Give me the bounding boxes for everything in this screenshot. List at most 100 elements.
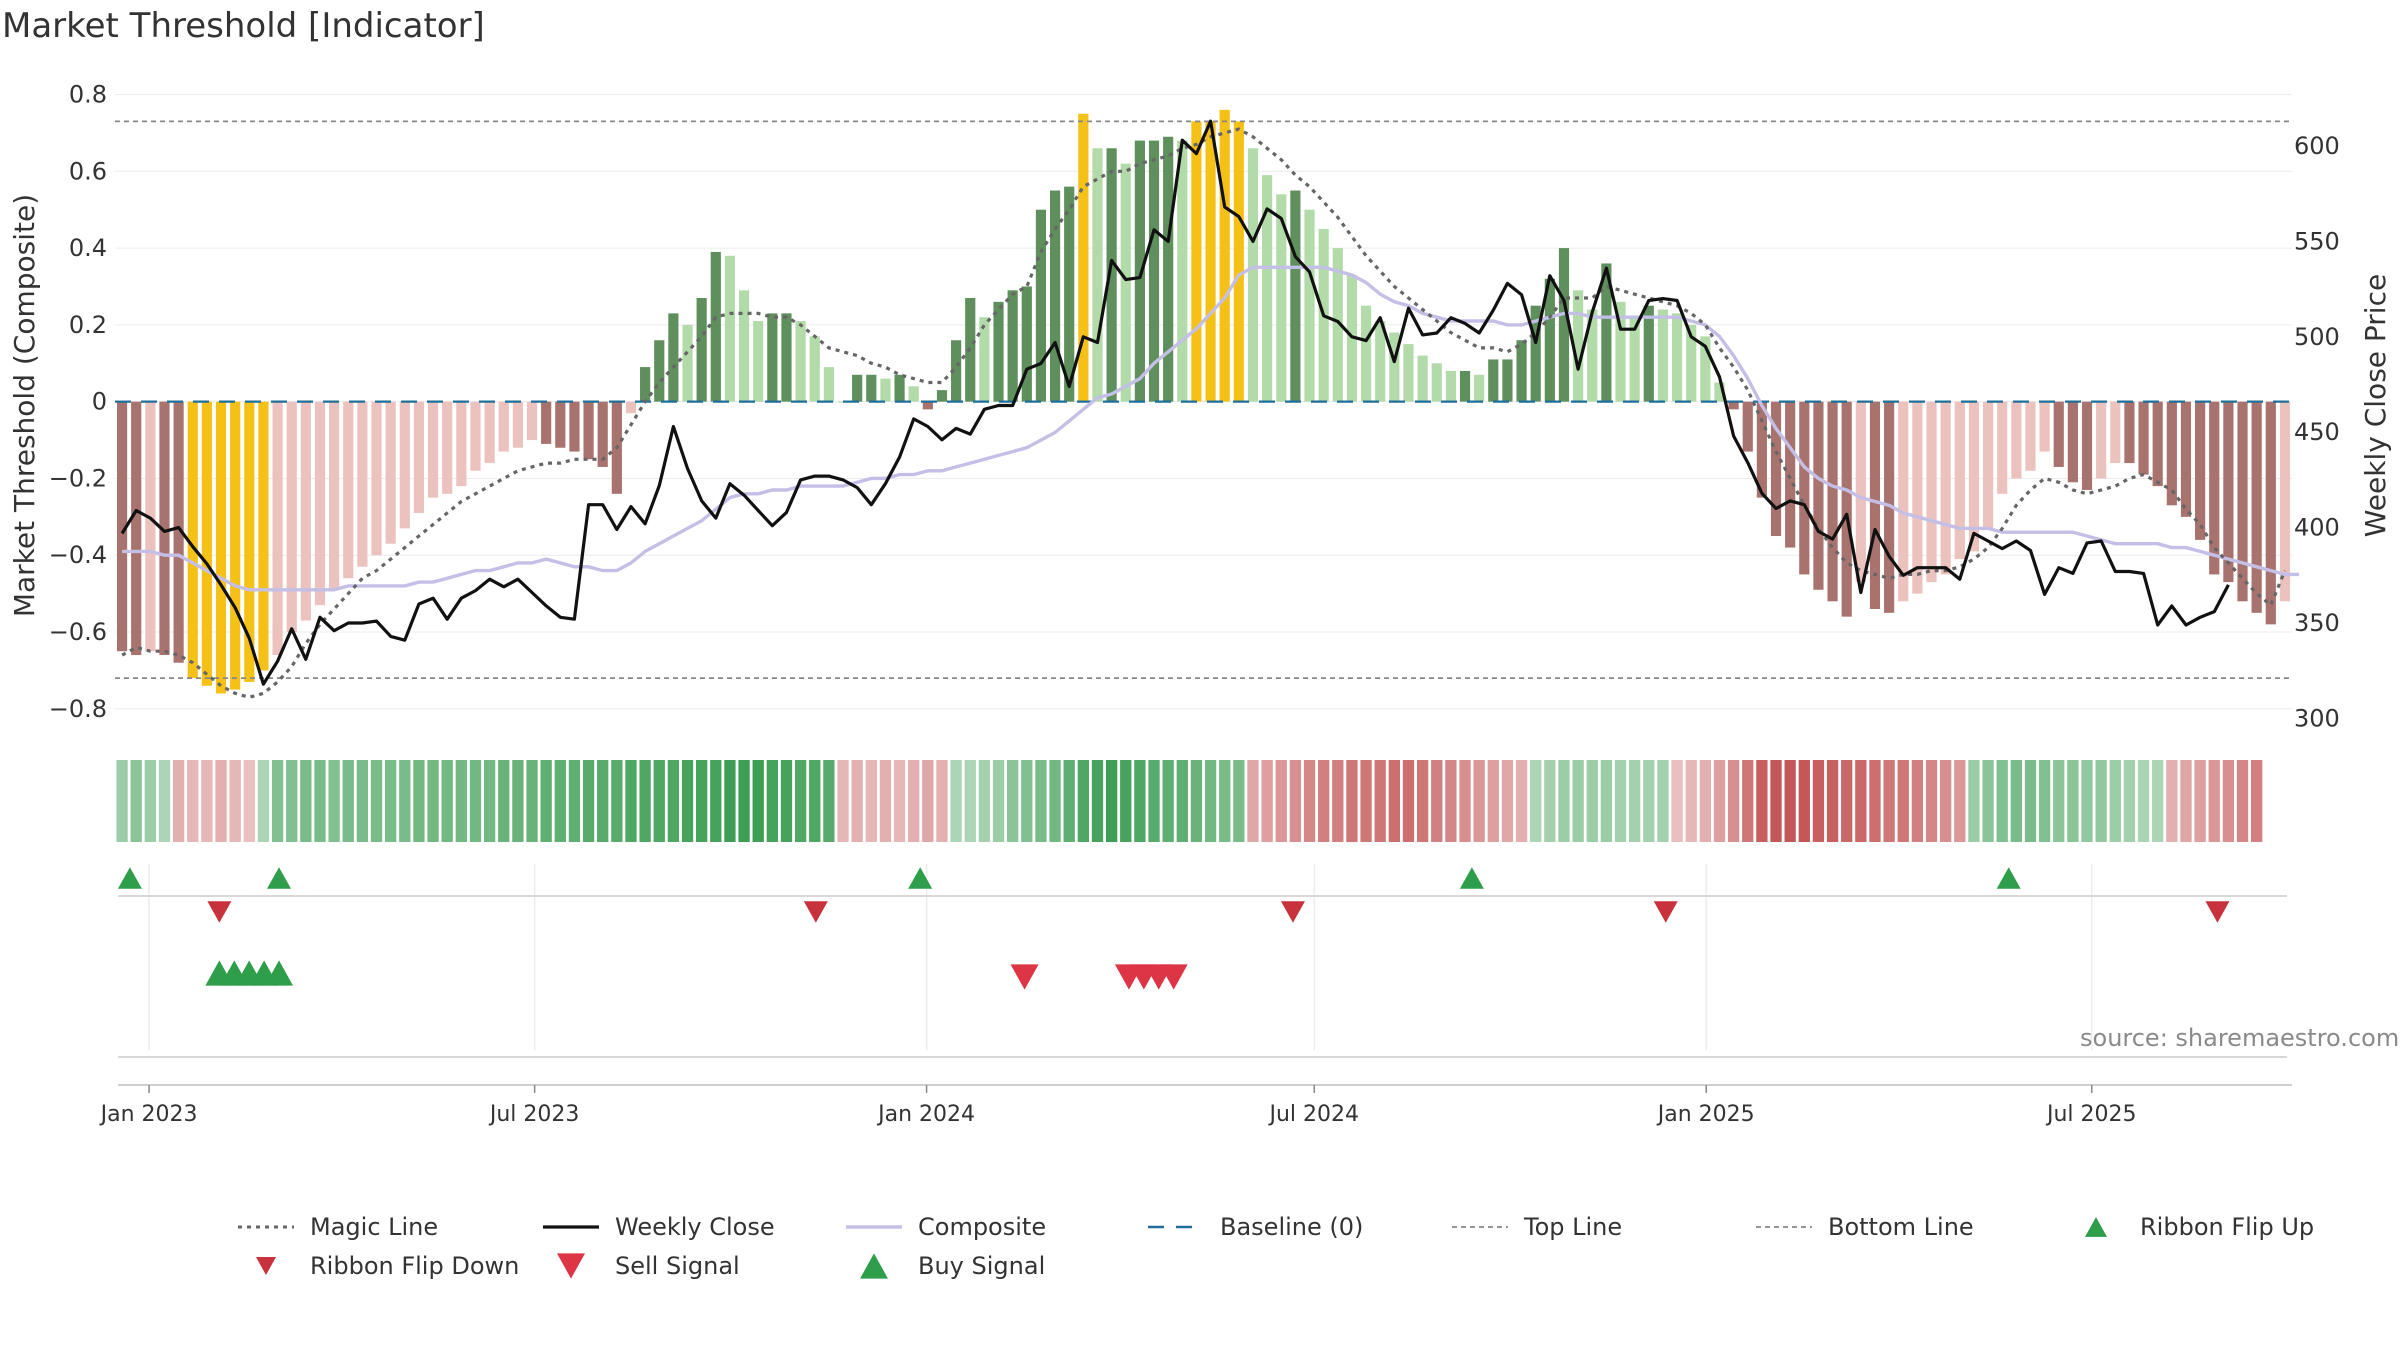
composite-bar: [427, 401, 439, 498]
composite-bar: [300, 401, 311, 621]
y-tick-label: −0.4: [49, 541, 107, 569]
legend: Magic Line Weekly Close Composite Baseline …: [238, 1213, 2314, 1280]
composite-bar: [640, 367, 651, 402]
ribbon-cell: [201, 760, 213, 842]
ribbon-cell: [837, 760, 849, 842]
composite-bar: [1912, 401, 1923, 594]
ribbon-cell: [1374, 760, 1386, 842]
ribbon-cell: [1148, 760, 1160, 842]
composite-bar: [413, 401, 425, 513]
composite-bar: [951, 340, 962, 402]
composite-bar: [2209, 401, 2220, 575]
composite-bar: [569, 401, 580, 452]
ribbon-cell: [568, 760, 581, 842]
composite-bar: [1233, 121, 1244, 402]
ribbon-cell: [526, 760, 538, 842]
ribbon-cell: [1318, 760, 1330, 842]
composite-bar: [1742, 401, 1753, 452]
ribbon-cell: [597, 760, 609, 842]
ribbon-cell: [328, 760, 340, 842]
ribbon-flip-up-marker: [1996, 867, 2021, 889]
composite-bar: [1389, 332, 1400, 402]
ribbon-cell: [271, 760, 284, 842]
composite-bar: [767, 313, 778, 402]
ribbon-cell: [1431, 760, 1443, 842]
ribbon-cell: [1727, 760, 1740, 842]
ribbon-cell: [540, 760, 552, 842]
ribbon-cell: [1261, 760, 1273, 842]
y2-tick-label: 300: [2294, 704, 2340, 732]
ribbon-cell: [385, 760, 397, 842]
legend-item-weekly-close: Weekly Close: [543, 1213, 775, 1241]
composite-bar: [1092, 148, 1103, 402]
ribbon-cell: [2081, 760, 2093, 842]
composite-bar: [2251, 401, 2262, 613]
ribbon-cell: [2024, 760, 2037, 842]
composite-bar: [145, 401, 156, 652]
composite-bar: [979, 317, 990, 402]
composite-bar: [2096, 401, 2107, 479]
composite-bar: [922, 401, 933, 410]
ribbon-cell: [2180, 760, 2192, 842]
legend-item-buy-signal: Buy Signal: [860, 1252, 1045, 1280]
ribbon-flip-down-marker: [1280, 901, 1305, 923]
ribbon-cell: [1671, 760, 1683, 842]
ribbon-cell: [1035, 760, 1047, 842]
ribbon-cell: [1996, 760, 2008, 842]
composite-bar: [908, 386, 919, 402]
ribbon-cell: [809, 760, 821, 842]
ribbon-cell: [1007, 760, 1019, 842]
y-tick-label: 0.8: [69, 81, 107, 109]
x-tick-label: Jul 2024: [1268, 1102, 1360, 1127]
ribbon-cell: [399, 760, 411, 842]
ribbon-cell: [116, 760, 128, 842]
ribbon-cell: [2166, 760, 2178, 842]
legend-label: Weekly Close: [615, 1213, 775, 1241]
ribbon-cell: [978, 760, 991, 842]
ribbon-cell: [1233, 760, 1245, 842]
composite-bar: [385, 401, 396, 544]
composite-bar: [880, 378, 891, 402]
ribbon-cell: [1530, 760, 1542, 842]
ribbon-cell: [780, 760, 793, 842]
ribbon-cell: [1869, 760, 1881, 842]
ribbon-cell: [1798, 760, 1810, 842]
ribbon-cell: [158, 760, 171, 842]
ribbon-cell: [1954, 760, 1966, 842]
composite-bar: [1177, 140, 1188, 402]
composite-bar: [1841, 401, 1852, 617]
ribbon-cell: [2067, 760, 2079, 842]
ribbon-cell: [1416, 760, 1429, 842]
buy-signal-marker: [265, 960, 294, 986]
composite-bar: [710, 251, 721, 402]
ribbon-cell: [1487, 760, 1499, 842]
ribbon-cell: [2236, 760, 2249, 842]
ribbon-flip-up-marker: [1459, 867, 1484, 889]
ribbon-cell: [908, 760, 920, 842]
composite-bar: [1120, 163, 1131, 402]
ribbon-cell: [1982, 760, 1994, 842]
composite-bar: [1700, 336, 1711, 402]
ribbon-cell: [667, 760, 680, 842]
ribbon-cell: [554, 760, 566, 842]
composite-bar: [1756, 401, 1767, 498]
ribbon-cell: [1021, 760, 1033, 842]
composite-bar: [371, 401, 382, 556]
ribbon-cell: [1544, 760, 1556, 842]
composite-bar: [2011, 401, 2022, 479]
composite-bar: [1855, 401, 1866, 583]
ribbon-flip-down-marker: [1653, 901, 1678, 923]
composite-bar: [343, 401, 354, 579]
ribbon-cell: [1925, 760, 1938, 842]
ribbon-cell: [1841, 760, 1853, 842]
ribbon-cell: [1614, 760, 1627, 842]
composite-bar: [1148, 140, 1160, 402]
ribbon-cell: [1360, 760, 1372, 842]
ribbon-cell: [1940, 760, 1952, 842]
composite-bar: [1078, 113, 1089, 402]
x-tick-label: Jul 2023: [488, 1102, 580, 1127]
composite-bar: [583, 401, 594, 460]
ribbon-cell: [314, 760, 326, 842]
ribbon-strip: [116, 760, 2263, 842]
